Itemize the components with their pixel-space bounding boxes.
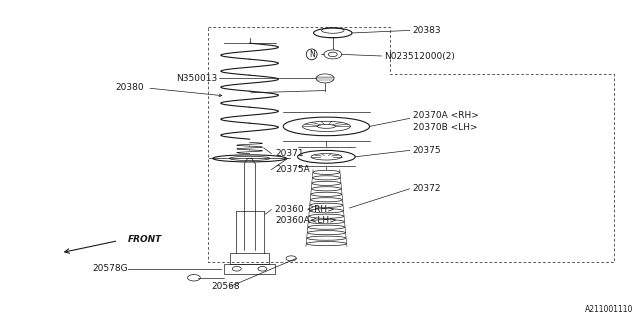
Text: 20383: 20383	[413, 26, 442, 35]
Bar	[224, 264, 275, 274]
Text: 20375A: 20375A	[275, 165, 310, 174]
Text: N350013: N350013	[177, 74, 218, 83]
Text: N023512000(2): N023512000(2)	[384, 52, 455, 60]
Text: 20568: 20568	[211, 282, 240, 291]
Text: 20370A <RH>: 20370A <RH>	[413, 111, 479, 120]
Text: A211001110: A211001110	[585, 305, 634, 314]
Bar	[230, 253, 269, 264]
Text: 20360A<LH>: 20360A<LH>	[275, 216, 337, 225]
Text: 20372: 20372	[413, 184, 442, 193]
Text: 20360 <RH>: 20360 <RH>	[275, 205, 335, 214]
Text: 20578G: 20578G	[92, 264, 128, 273]
Text: 20380: 20380	[115, 84, 144, 92]
Text: 20371: 20371	[275, 149, 304, 158]
Text: 20370B <LH>: 20370B <LH>	[413, 124, 477, 132]
Text: N: N	[309, 50, 314, 59]
Text: 20375: 20375	[413, 146, 442, 155]
Text: FRONT: FRONT	[128, 235, 163, 244]
